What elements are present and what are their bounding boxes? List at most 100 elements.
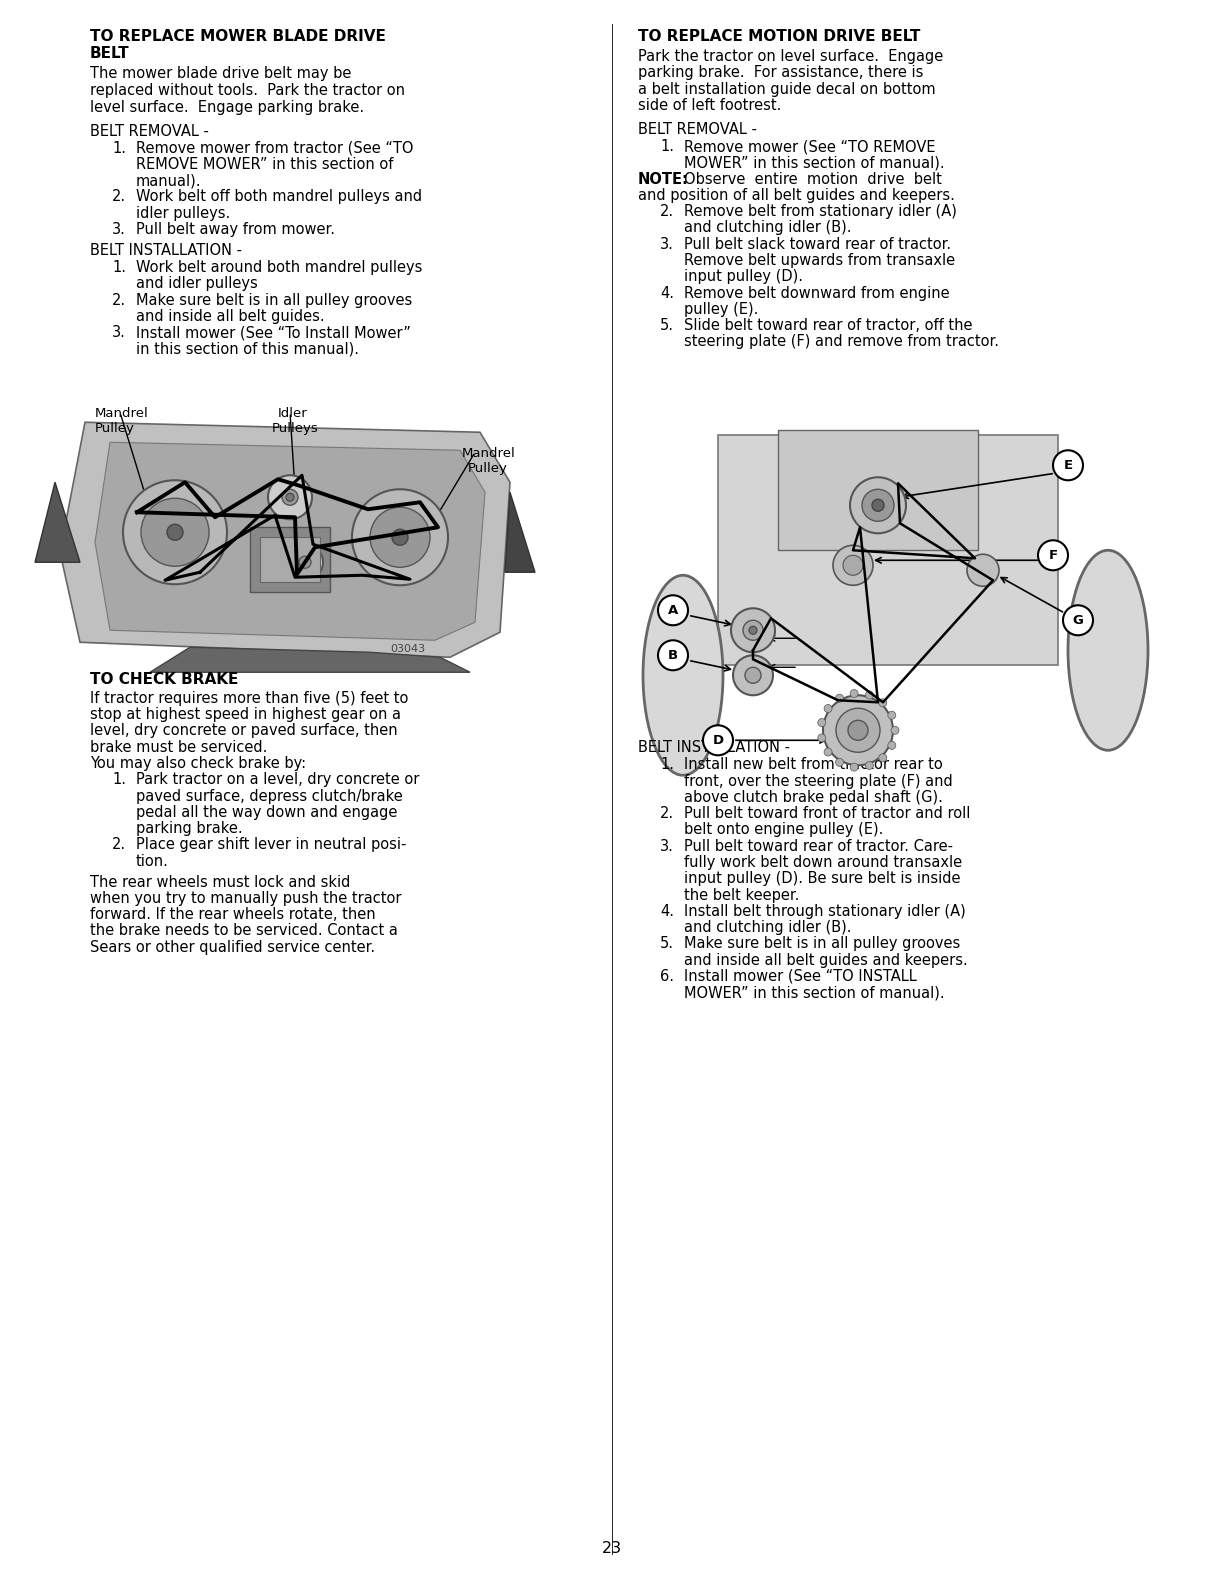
Bar	[718, 436, 1058, 665]
Text: 3.: 3.	[660, 236, 674, 252]
Text: replaced without tools.  Park the tractor on: replaced without tools. Park the tractor…	[91, 84, 405, 98]
Circle shape	[834, 545, 873, 584]
Circle shape	[891, 727, 898, 735]
Circle shape	[849, 477, 906, 534]
Text: tion.: tion.	[136, 854, 169, 868]
Text: NOTE:: NOTE:	[638, 171, 689, 187]
Circle shape	[836, 694, 843, 702]
Circle shape	[370, 507, 430, 567]
Circle shape	[887, 711, 896, 719]
Ellipse shape	[643, 575, 723, 775]
Text: and position of all belt guides and keepers.: and position of all belt guides and keep…	[638, 188, 955, 203]
Circle shape	[879, 754, 886, 762]
Text: Remove mower (See “TO REMOVE: Remove mower (See “TO REMOVE	[684, 139, 935, 154]
Text: 23: 23	[602, 1541, 622, 1555]
Text: B: B	[668, 649, 678, 662]
Circle shape	[824, 705, 832, 713]
Circle shape	[824, 748, 832, 756]
Text: 5.: 5.	[660, 936, 674, 952]
Text: If tractor requires more than five (5) feet to: If tractor requires more than five (5) f…	[91, 691, 409, 706]
Text: and inside all belt guides and keepers.: and inside all belt guides and keepers.	[684, 952, 968, 968]
Text: Work belt off both mandrel pulleys and: Work belt off both mandrel pulleys and	[136, 190, 422, 204]
Text: Pull belt slack toward rear of tractor.: Pull belt slack toward rear of tractor.	[684, 236, 951, 252]
Polygon shape	[95, 442, 485, 640]
Circle shape	[1053, 450, 1083, 480]
Text: The rear wheels must lock and skid: The rear wheels must lock and skid	[91, 874, 350, 890]
Circle shape	[703, 725, 733, 756]
Text: parking brake.  For assistance, there is: parking brake. For assistance, there is	[638, 65, 923, 81]
Text: Remove belt downward from engine: Remove belt downward from engine	[684, 285, 950, 301]
Text: Pull belt toward front of tractor and roll: Pull belt toward front of tractor and ro…	[684, 806, 971, 821]
Polygon shape	[151, 648, 470, 672]
Text: 1.: 1.	[113, 141, 126, 155]
Text: a belt installation guide decal on bottom: a belt installation guide decal on botto…	[638, 82, 935, 97]
Text: Pull belt toward rear of tractor. Care-: Pull belt toward rear of tractor. Care-	[684, 838, 953, 854]
Text: F: F	[1049, 548, 1058, 562]
Text: 3.: 3.	[660, 838, 674, 854]
Circle shape	[659, 596, 688, 626]
Text: Install new belt from tractor rear to: Install new belt from tractor rear to	[684, 757, 942, 773]
Text: 3.: 3.	[113, 222, 126, 238]
Text: MOWER” in this section of manual).: MOWER” in this section of manual).	[684, 985, 945, 1000]
Circle shape	[879, 699, 886, 706]
Circle shape	[353, 489, 448, 584]
Text: 2.: 2.	[660, 204, 674, 219]
Circle shape	[1062, 605, 1093, 635]
Circle shape	[823, 695, 894, 765]
Text: Install mower (See “TO INSTALL: Install mower (See “TO INSTALL	[684, 969, 917, 984]
Text: input pulley (D). Be sure belt is inside: input pulley (D). Be sure belt is inside	[684, 871, 961, 887]
Text: brake must be serviced.: brake must be serviced.	[91, 740, 267, 754]
Text: the belt keeper.: the belt keeper.	[684, 887, 799, 903]
Text: The mower blade drive belt may be: The mower blade drive belt may be	[91, 67, 351, 81]
Text: Sears or other qualified service center.: Sears or other qualified service center.	[91, 939, 375, 955]
Circle shape	[268, 475, 312, 520]
Text: Install mower (See “To Install Mower”: Install mower (See “To Install Mower”	[136, 325, 411, 341]
Text: Park the tractor on level surface.  Engage: Park the tractor on level surface. Engag…	[638, 49, 944, 63]
Text: Install belt through stationary idler (A): Install belt through stationary idler (A…	[684, 904, 966, 919]
Circle shape	[1038, 540, 1069, 570]
Text: 1.: 1.	[113, 260, 126, 276]
Text: stop at highest speed in highest gear on a: stop at highest speed in highest gear on…	[91, 706, 401, 722]
Text: when you try to manually push the tractor: when you try to manually push the tracto…	[91, 890, 401, 906]
Circle shape	[967, 554, 999, 586]
Text: 1.: 1.	[660, 757, 674, 773]
Circle shape	[392, 529, 408, 545]
Text: paved surface, depress clutch/brake: paved surface, depress clutch/brake	[136, 789, 403, 803]
Text: 4.: 4.	[660, 904, 674, 919]
Circle shape	[851, 689, 858, 697]
Text: Mandrel: Mandrel	[461, 447, 515, 461]
Ellipse shape	[1069, 550, 1148, 751]
Polygon shape	[506, 493, 535, 572]
Text: TO CHECK BRAKE: TO CHECK BRAKE	[91, 672, 239, 687]
Circle shape	[818, 733, 826, 741]
Text: BELT REMOVAL -: BELT REMOVAL -	[91, 124, 209, 138]
Text: BELT INSTALLATION -: BELT INSTALLATION -	[91, 242, 242, 258]
Text: 2.: 2.	[660, 806, 674, 821]
Text: and idler pulleys: and idler pulleys	[136, 276, 258, 291]
Text: 2.: 2.	[113, 190, 126, 204]
Text: 3.: 3.	[113, 325, 126, 341]
Text: forward. If the rear wheels rotate, then: forward. If the rear wheels rotate, then	[91, 908, 376, 922]
Bar	[259, 537, 319, 583]
Circle shape	[745, 667, 761, 683]
Text: Place gear shift lever in neutral posi-: Place gear shift lever in neutral posi-	[136, 838, 406, 852]
Text: 2.: 2.	[113, 838, 126, 852]
Bar	[250, 527, 330, 592]
Text: in this section of this manual).: in this section of this manual).	[136, 341, 359, 356]
Circle shape	[871, 499, 884, 512]
Circle shape	[887, 741, 896, 749]
Circle shape	[862, 489, 894, 521]
Circle shape	[286, 545, 323, 580]
Text: side of left footrest.: side of left footrest.	[638, 98, 781, 112]
Circle shape	[299, 556, 311, 569]
Text: Mandrel: Mandrel	[95, 407, 149, 420]
Text: above clutch brake pedal shaft (G).: above clutch brake pedal shaft (G).	[684, 790, 942, 805]
Circle shape	[733, 656, 774, 695]
Text: BELT INSTALLATION -: BELT INSTALLATION -	[638, 740, 789, 756]
Text: 1.: 1.	[113, 773, 126, 787]
Text: Park tractor on a level, dry concrete or: Park tractor on a level, dry concrete or	[136, 773, 420, 787]
Text: Pull belt away from mower.: Pull belt away from mower.	[136, 222, 335, 238]
Text: idler pulleys.: idler pulleys.	[136, 206, 230, 220]
Text: Pulleys: Pulleys	[272, 423, 318, 436]
Text: D: D	[712, 733, 723, 746]
